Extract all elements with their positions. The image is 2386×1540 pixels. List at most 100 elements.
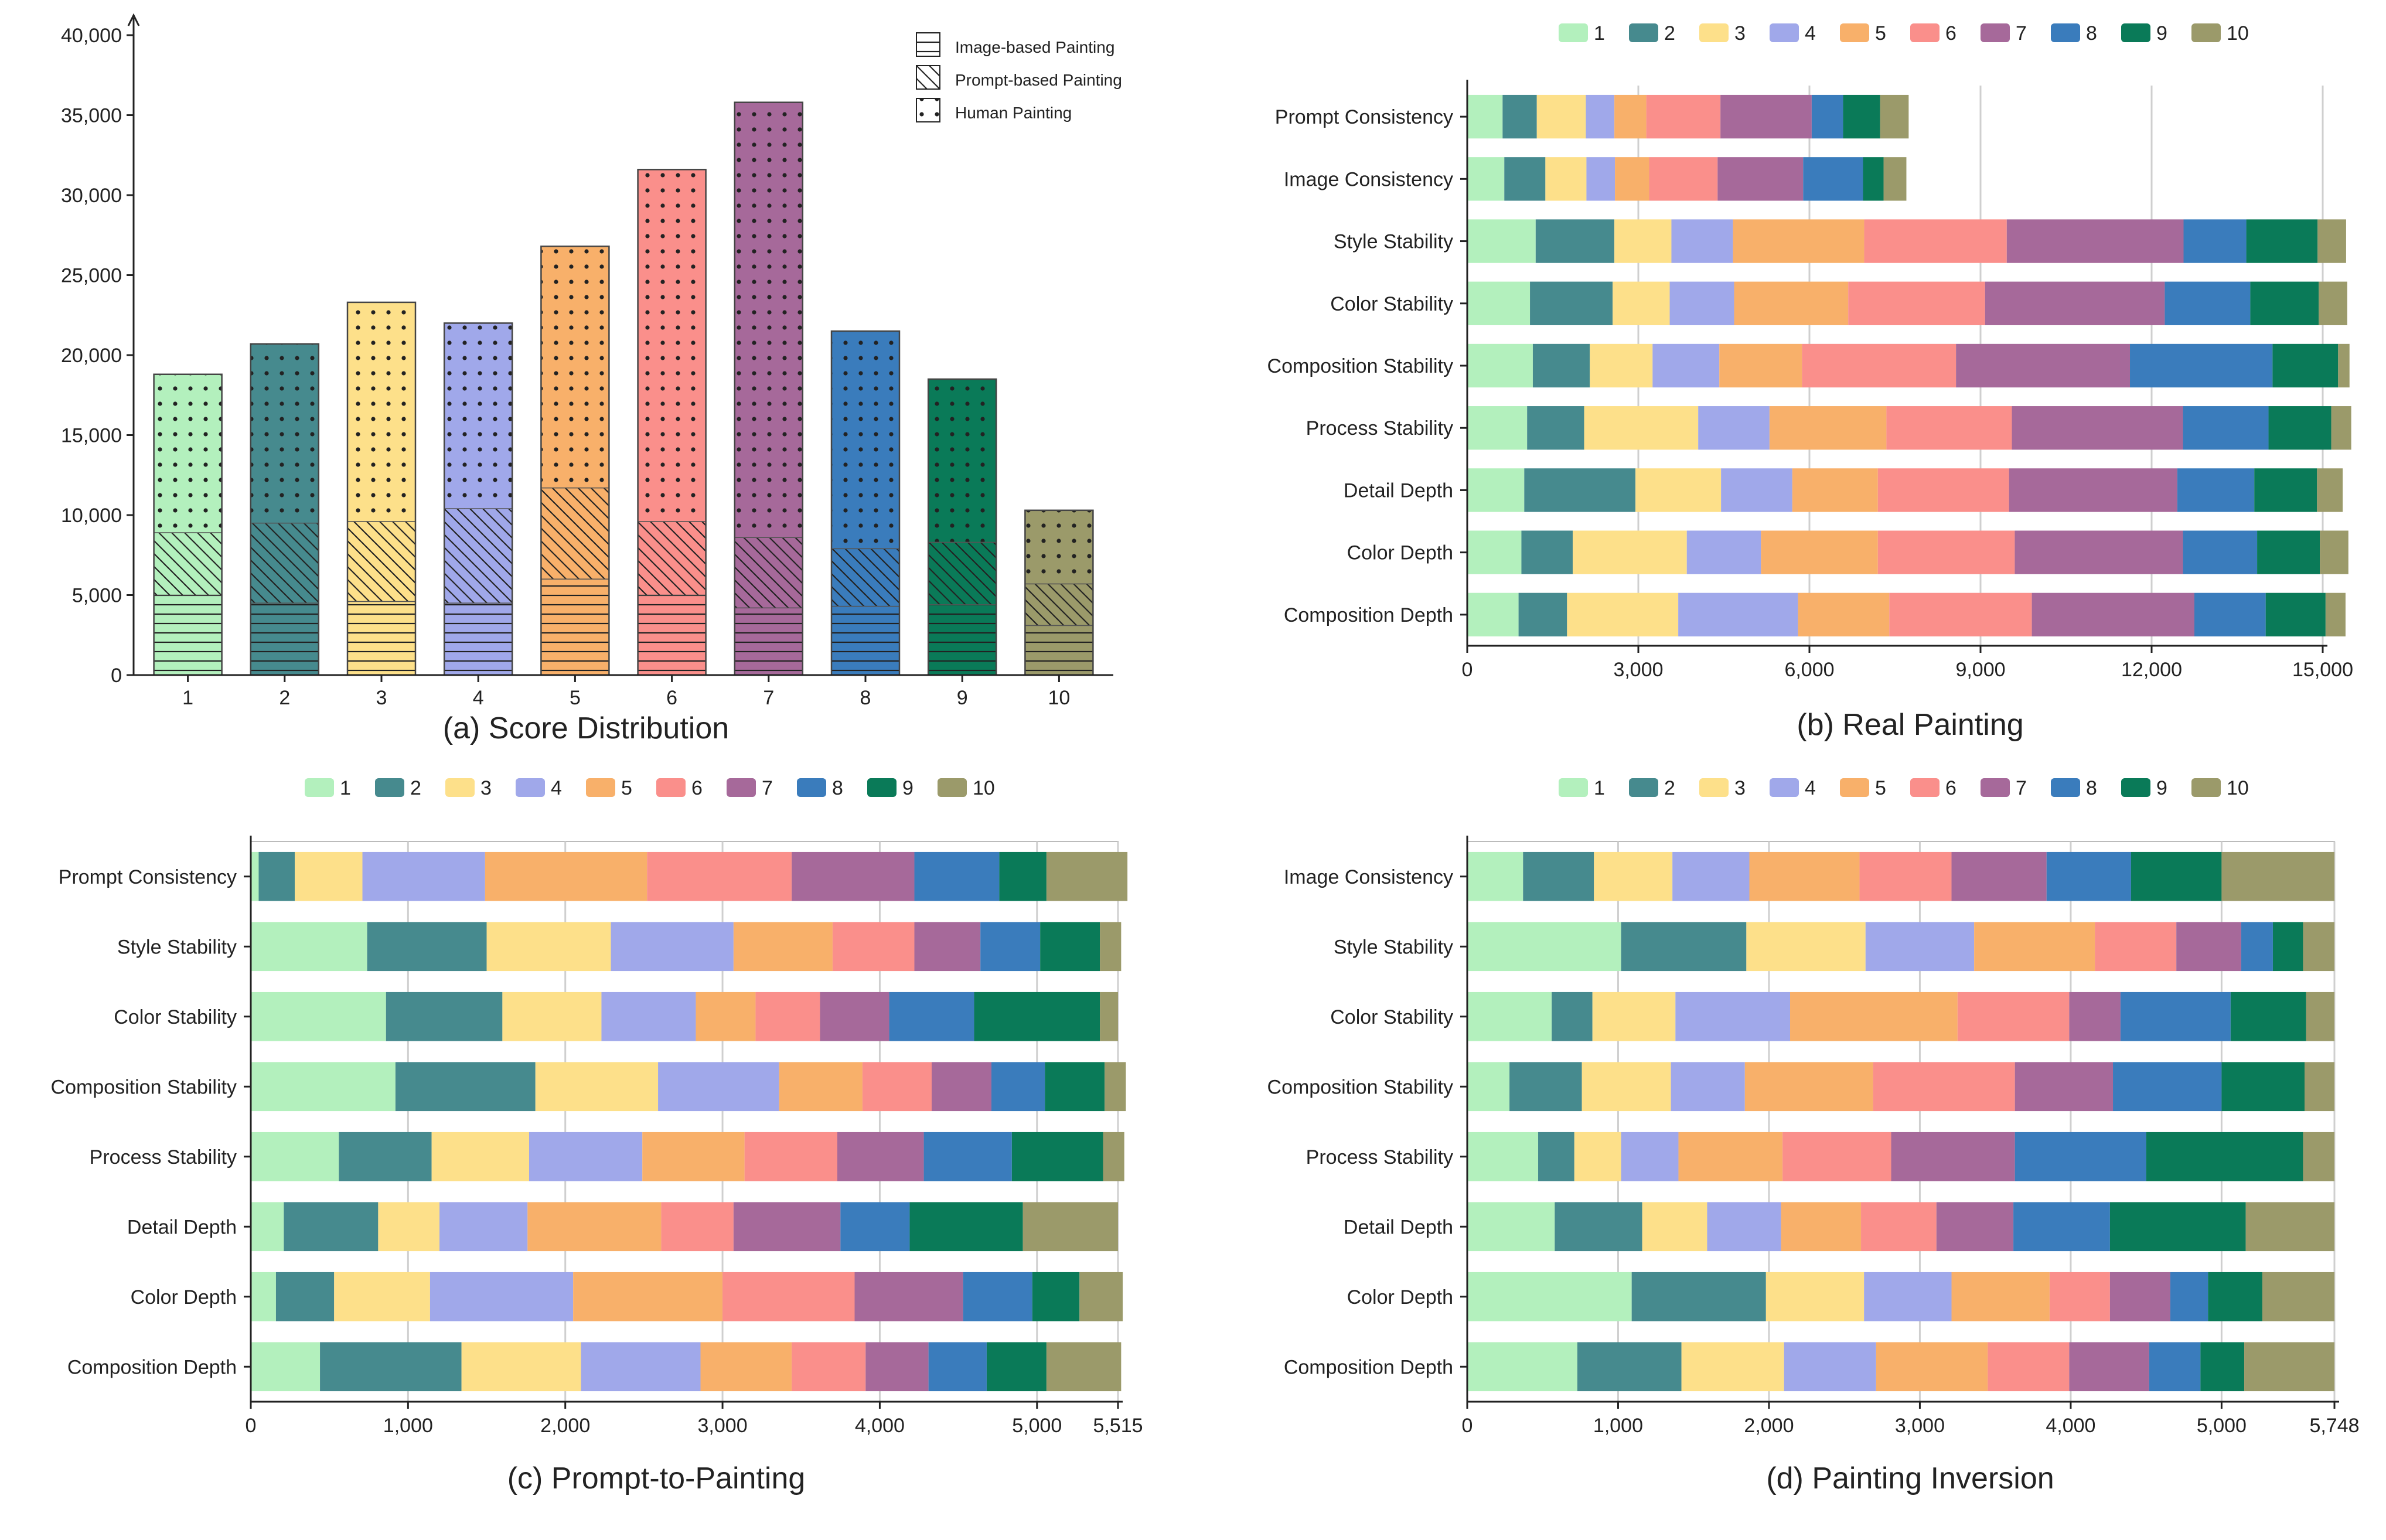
legend-label-10: 10: [973, 777, 995, 799]
bar-prompt-based-painting-score-8: [831, 548, 900, 607]
bar-composition-stability-score-5: [779, 1062, 863, 1112]
bar-image-consistency-score-3: [1545, 157, 1587, 201]
bar-image-based-painting-score-8: [831, 605, 900, 676]
legend-label-9: 9: [902, 777, 914, 799]
category-label-c: Color Stability: [114, 1006, 237, 1028]
panel-real-painting: 1 2 3 4 5 6 7 8 9 10 0 3,000 6,000 9,000 12,000 15,000…: [1267, 22, 2353, 742]
bar-composition-stability-score-4: [1652, 343, 1720, 388]
bar-color-stability-score-1: [251, 992, 386, 1041]
bar-detail-depth-score-6: [1861, 1202, 1937, 1252]
bar-color-depth-score-9: [1032, 1272, 1080, 1321]
x-tick-label-a: 3: [376, 687, 387, 709]
bar-color-depth-score-1: [251, 1272, 276, 1321]
panel-painting-inversion: 1 2 3 4 5 6 7 8 9 10 0 1,000 2,000 3,000 4,000 5,000 5,…: [1267, 777, 2360, 1495]
category-label-c: Composition Stability: [51, 1076, 237, 1098]
bar-color-stability-score-10: [1100, 992, 1118, 1041]
bar-style-stability-score-5: [733, 922, 833, 972]
bar-process-stability-score-5: [642, 1132, 745, 1181]
bar-composition-depth-score-10: [2244, 1342, 2334, 1392]
bar-image-consistency-score-6: [1859, 851, 1952, 901]
bar-style-stability-score-2: [1535, 219, 1615, 263]
bar-prompt-consistency-score-6: [1646, 94, 1721, 139]
bar-composition-depth-score-7: [2069, 1342, 2149, 1392]
bar-human-painting-score-7: [734, 101, 803, 538]
category-label-b: Prompt Consistency: [1275, 106, 1453, 128]
legend-label-4: 4: [1805, 22, 1816, 45]
y-tick-label-a: 35,000: [61, 105, 122, 127]
bar-detail-depth-score-10: [1022, 1202, 1118, 1252]
bar-detail-depth-score-3: [1635, 468, 1722, 512]
bar-color-stability-score-2: [1530, 281, 1613, 325]
bar-human-painting-score-8: [831, 331, 900, 550]
bar-process-stability-score-7: [1891, 1132, 2015, 1181]
bar-color-stability-score-4: [1675, 992, 1791, 1041]
bar-process-stability-score-3: [431, 1132, 529, 1181]
bar-color-stability-score-4: [1669, 281, 1734, 325]
bar-image-consistency-score-4: [1586, 157, 1615, 201]
bar-process-stability-score-6: [1782, 1132, 1891, 1181]
bar-detail-depth-score-6: [1877, 468, 2009, 512]
legend-label-2: 2: [1664, 777, 1675, 799]
bar-prompt-consistency-score-6: [647, 851, 792, 901]
legend-label-2: 2: [1664, 22, 1675, 45]
bar-prompt-consistency-score-9: [999, 851, 1047, 901]
bar-composition-stability-score-7: [1956, 343, 2131, 388]
bar-composition-stability-score-1: [251, 1062, 396, 1112]
category-label-c: Detail Depth: [127, 1216, 237, 1238]
bar-process-stability-score-1: [1467, 1132, 1539, 1181]
bar-color-depth-score-6: [2049, 1272, 2110, 1321]
bar-color-stability-score-6: [1957, 992, 2070, 1041]
bar-style-stability-score-6: [832, 922, 915, 972]
bar-detail-depth-score-9: [2254, 468, 2317, 512]
bar-detail-depth-score-9: [2109, 1202, 2246, 1252]
bar-process-stability-score-10: [2331, 406, 2351, 450]
bar-color-depth-score-7: [2109, 1272, 2170, 1321]
category-label-b: Color Stability: [1330, 293, 1453, 315]
chart-title-d: (d) Painting Inversion: [1766, 1461, 2054, 1495]
x-tick-label-d: 3,000: [1895, 1415, 1945, 1437]
bar-color-stability-score-5: [696, 992, 756, 1041]
bar-image-consistency-score-3: [1594, 851, 1673, 901]
bar-style-stability-score-8: [2183, 219, 2247, 263]
bar-composition-depth-score-3: [1681, 1342, 1784, 1392]
bar-detail-depth-score-3: [1642, 1202, 1707, 1252]
category-label-b: Detail Depth: [1344, 479, 1453, 502]
bar-image-based-painting-score-3: [347, 601, 416, 676]
y-axis-arrow-a: [127, 13, 140, 26]
bar-detail-depth-score-9: [909, 1202, 1023, 1252]
x-tick-label-b: 9,000: [1955, 659, 2005, 681]
bar-composition-stability-score-6: [1873, 1062, 2015, 1112]
y-tick-label-a: 10,000: [61, 505, 122, 527]
bar-style-stability-score-10: [1100, 922, 1122, 972]
category-label-b: Style Stability: [1334, 231, 1453, 253]
bar-image-based-painting-score-5: [540, 578, 610, 676]
legend-swatch-8: [797, 778, 826, 797]
bar-color-depth-score-3: [334, 1272, 430, 1321]
bar-color-stability-score-9: [2230, 992, 2306, 1041]
bar-process-stability-score-3: [1574, 1132, 1621, 1181]
bar-process-stability-score-4: [1621, 1132, 1679, 1181]
bar-composition-depth-score-6: [1889, 592, 2032, 637]
bar-style-stability-score-3: [486, 922, 611, 972]
x-tick-label-a: 1: [182, 687, 193, 709]
category-label-d: Process Stability: [1306, 1146, 1453, 1168]
legend-label-7: 7: [2016, 777, 2027, 799]
bar-prompt-based-painting-score-2: [250, 522, 319, 604]
legend-label-1: 1: [1594, 22, 1605, 45]
bar-detail-depth-score-5: [1792, 468, 1878, 512]
bar-composition-stability-score-3: [1581, 1062, 1671, 1112]
bar-image-consistency-score-6: [1649, 157, 1718, 201]
x-tick-label-c: 2,000: [540, 1415, 590, 1437]
bar-color-stability-score-10: [2319, 281, 2347, 325]
bar-color-stability-score-8: [2165, 281, 2251, 325]
bar-detail-depth-score-5: [1781, 1202, 1862, 1252]
bar-image-consistency-score-2: [1504, 157, 1546, 201]
bar-detail-depth-score-10: [2317, 468, 2343, 512]
legend-swatch-3: [1699, 23, 1729, 42]
bar-detail-depth-score-4: [1707, 1202, 1781, 1252]
bar-detail-depth-score-1: [1467, 468, 1525, 512]
bar-prompt-consistency-score-4: [1586, 94, 1615, 139]
bar-process-stability-score-7: [837, 1132, 924, 1181]
bar-composition-depth-score-1: [1467, 592, 1519, 637]
y-tick-label-a: 0: [111, 665, 122, 687]
